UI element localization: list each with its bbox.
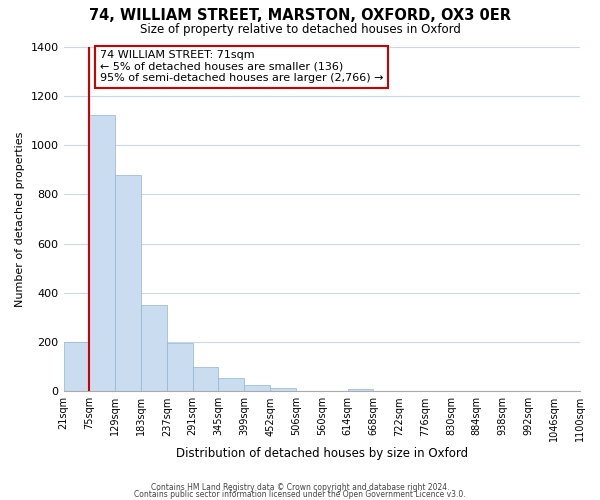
Text: Contains public sector information licensed under the Open Government Licence v3: Contains public sector information licen… xyxy=(134,490,466,499)
Bar xyxy=(218,378,244,392)
Text: 74 WILLIAM STREET: 71sqm
← 5% of detached houses are smaller (136)
95% of semi-d: 74 WILLIAM STREET: 71sqm ← 5% of detache… xyxy=(100,50,383,83)
Text: Contains HM Land Registry data © Crown copyright and database right 2024.: Contains HM Land Registry data © Crown c… xyxy=(151,484,449,492)
Bar xyxy=(193,366,218,392)
X-axis label: Distribution of detached houses by size in Oxford: Distribution of detached houses by size … xyxy=(176,447,468,460)
Y-axis label: Number of detached properties: Number of detached properties xyxy=(15,131,25,306)
Bar xyxy=(167,344,193,392)
Bar xyxy=(89,116,115,392)
Text: Size of property relative to detached houses in Oxford: Size of property relative to detached ho… xyxy=(140,22,460,36)
Text: 74, WILLIAM STREET, MARSTON, OXFORD, OX3 0ER: 74, WILLIAM STREET, MARSTON, OXFORD, OX3… xyxy=(89,8,511,22)
Bar xyxy=(64,342,89,392)
Bar xyxy=(347,389,373,392)
Bar xyxy=(244,385,270,392)
Bar xyxy=(141,305,167,392)
Bar xyxy=(270,388,296,392)
Bar xyxy=(115,174,141,392)
